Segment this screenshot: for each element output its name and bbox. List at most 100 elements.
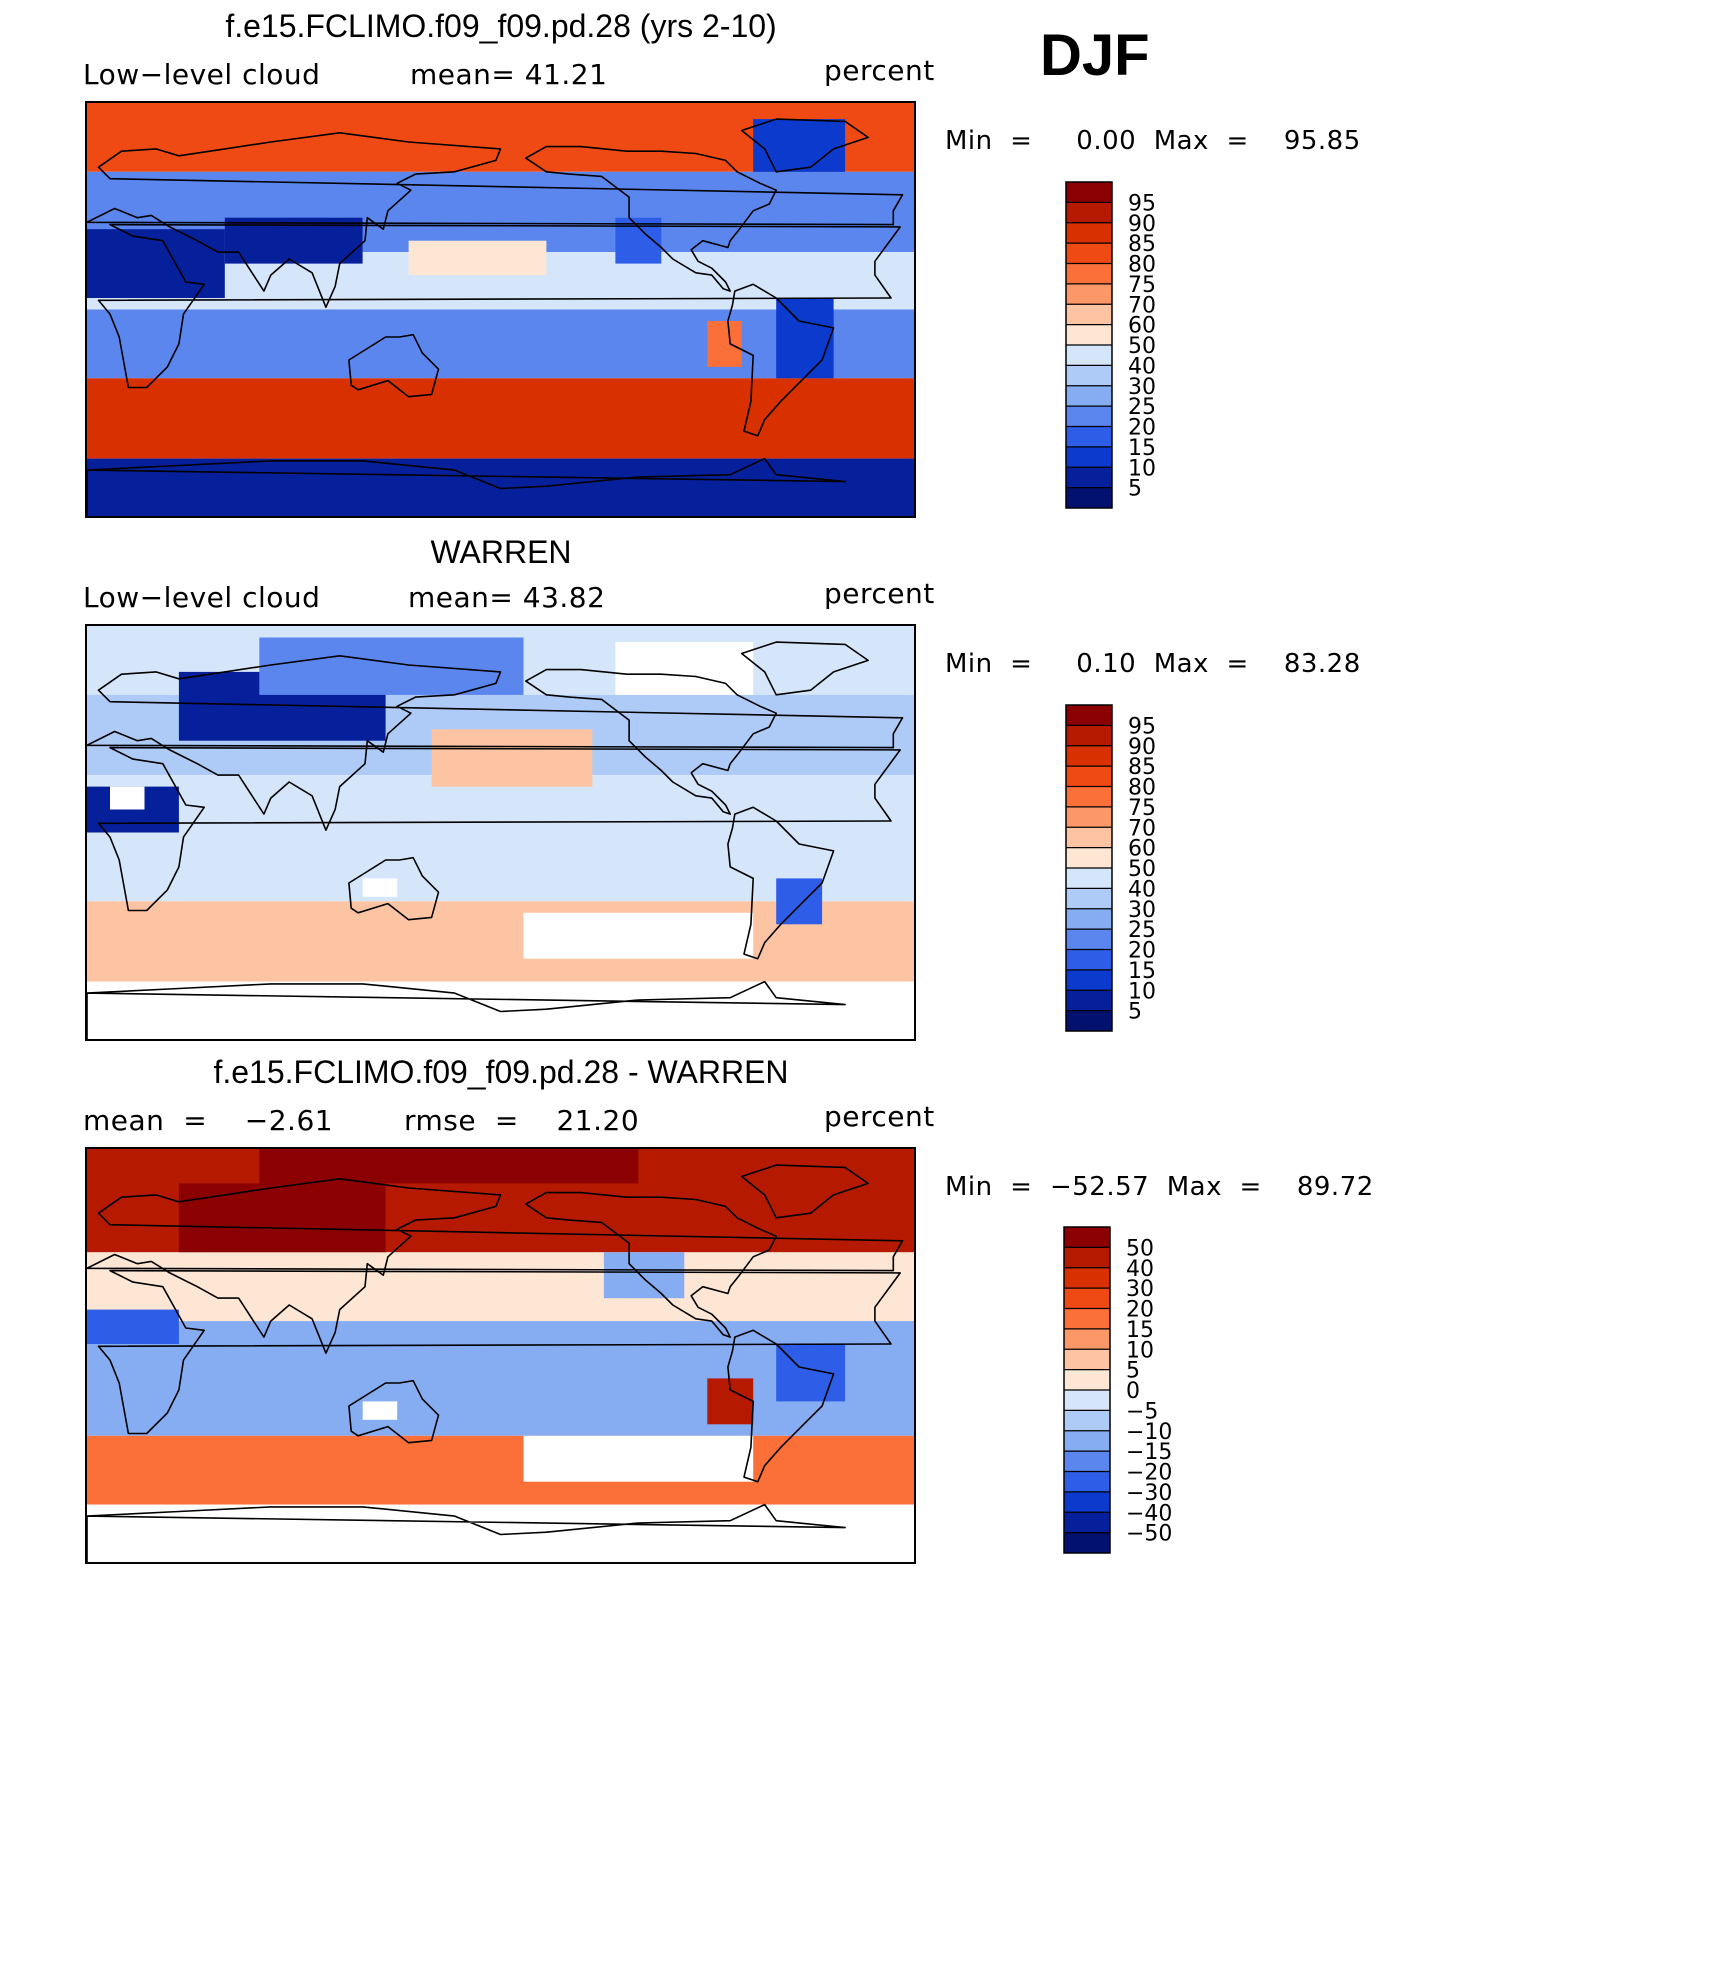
map-1-region [776,298,834,379]
map-1-region [707,321,742,367]
panel-2-units-label: percent [824,577,935,610]
map-panel-3 [85,1147,916,1564]
colorbar-2-tick-label: 70 [1128,816,1156,841]
colorbar-2-tick-label: 95 [1128,714,1156,739]
map-2-region [362,878,398,897]
colorbar-1-swatch [1066,345,1112,366]
map-2-coastline [87,980,846,1039]
panel-2-minmax: Min = 0.10 Max = 83.28 [945,649,1361,679]
colorbar-3-tick-label: −50 [1126,1522,1172,1547]
map-3-region [259,1149,639,1184]
panel-2-title: WARREN [430,534,572,570]
map-3-band [87,1321,914,1436]
colorbar-1-swatch [1066,365,1112,387]
colorbar-2-tick-label: 30 [1128,898,1156,923]
map-1-coastline [87,457,846,516]
map-2-coastline [97,746,902,912]
colorbar-3-tick-label: −15 [1126,1440,1172,1465]
map-2-band [87,981,914,1039]
colorbar-2: 95 90 85 80 75 70 60 50 40 30 25 20 15 10 5 [1060,703,1180,1040]
colorbar-2-swatch [1066,908,1112,930]
map-2-region [431,729,593,787]
map-1-coastline [348,333,440,398]
colorbar-1-tick-label: 15 [1128,436,1156,461]
map-2-region [259,637,524,695]
colorbar-3-tick-label: −30 [1126,1481,1172,1506]
colorbar-1-tick-label: 85 [1128,232,1156,257]
colorbar-2-tick-label: 90 [1128,735,1156,760]
map-3-coastline [97,1269,902,1435]
map-1-band [87,378,914,459]
colorbar-1-tick-label: 70 [1128,293,1156,318]
colorbar-3-tick-label: −10 [1126,1420,1172,1445]
colorbar-3-tick-label: 5 [1126,1359,1140,1384]
map-3-region [362,1401,398,1420]
colorbar-1: 95 90 85 80 75 70 60 50 40 30 25 20 15 10 5 [1060,180,1180,517]
colorbar-3-tick-label: 10 [1126,1338,1154,1363]
map-panel-1 [85,101,916,518]
colorbar-1-swatch [1066,304,1112,325]
map-3-coastline [348,1379,440,1444]
map-2-coastline [524,668,778,815]
colorbar-2-swatch [1066,929,1112,950]
colorbar-2-tick-label: 80 [1128,776,1156,801]
map-3-band [87,1504,914,1562]
colorbar-3-tick-label: 15 [1126,1318,1154,1343]
map-1-svg [87,103,914,516]
map-3-coastline [87,1503,846,1562]
colorbar-3-swatch [1064,1267,1110,1289]
colorbar-2-swatch [1066,1010,1112,1032]
map-1-region [753,119,846,172]
colorbar-2-swatch [1066,806,1112,828]
colorbar-3-tick-label: 50 [1126,1236,1154,1261]
colorbar-3-swatch [1064,1410,1110,1432]
colorbar-1-tick-label: 75 [1128,273,1156,298]
colorbar-1-tick-label: 90 [1128,212,1156,237]
colorbar-1-tick-label: 5 [1128,477,1142,502]
colorbar-3-swatch [1064,1491,1110,1513]
season-label: DJF [1040,23,1150,88]
colorbar-3-swatch [1064,1227,1110,1248]
colorbar-3-swatch [1064,1247,1110,1269]
panel-2-variable-label: Low−level cloud [83,581,321,614]
map-2-coastline [727,806,835,960]
colorbar-2-swatch [1066,888,1112,910]
colorbar-3-tick-label: 20 [1126,1298,1154,1323]
map-2-region [615,642,754,695]
map-3-coastline [87,1177,904,1354]
colorbar-2-swatch [1066,827,1112,848]
map-2-region [110,786,145,810]
colorbar-1-swatch [1066,263,1112,285]
colorbar-2-swatch [1066,868,1112,889]
map-3-region [87,1309,179,1344]
colorbar-2-swatch [1066,990,1112,1011]
colorbar-2-tick-label: 15 [1128,959,1156,984]
map-panel-2 [85,624,916,1041]
colorbar-2-tick-label: 75 [1128,796,1156,821]
colorbar-3-swatch [1064,1451,1110,1472]
map-3-coastline [524,1191,778,1338]
colorbar-2-swatch [1066,969,1112,991]
map-3-region [523,1435,754,1482]
colorbar-2-tick-label: 10 [1128,979,1156,1004]
colorbar-1-tick-label: 40 [1128,354,1156,379]
map-1-coastline [87,131,904,308]
panel-1-minmax: Min = 0.00 Max = 95.85 [945,126,1361,156]
colorbar-1-swatch [1066,324,1112,346]
map-1-coastline [740,118,869,173]
colorbar-1-swatch [1066,487,1112,509]
colorbar-1-swatch [1066,243,1112,264]
panel-3-mean-label: mean = −2.61 [83,1104,334,1137]
colorbar-2-swatch [1066,725,1112,747]
map-2-region [523,912,754,959]
colorbar-2-tick-label: 5 [1128,1000,1142,1025]
colorbar-1-tick-label: 60 [1128,314,1156,339]
colorbar-2-tick-label: 85 [1128,755,1156,780]
panel-2-mean-label: mean= 43.82 [408,581,606,614]
colorbar-3-tick-label: 0 [1126,1379,1140,1404]
map-3-region [776,1344,846,1402]
colorbar-3-swatch [1064,1308,1110,1330]
colorbar-1-tick-label: 20 [1128,416,1156,441]
